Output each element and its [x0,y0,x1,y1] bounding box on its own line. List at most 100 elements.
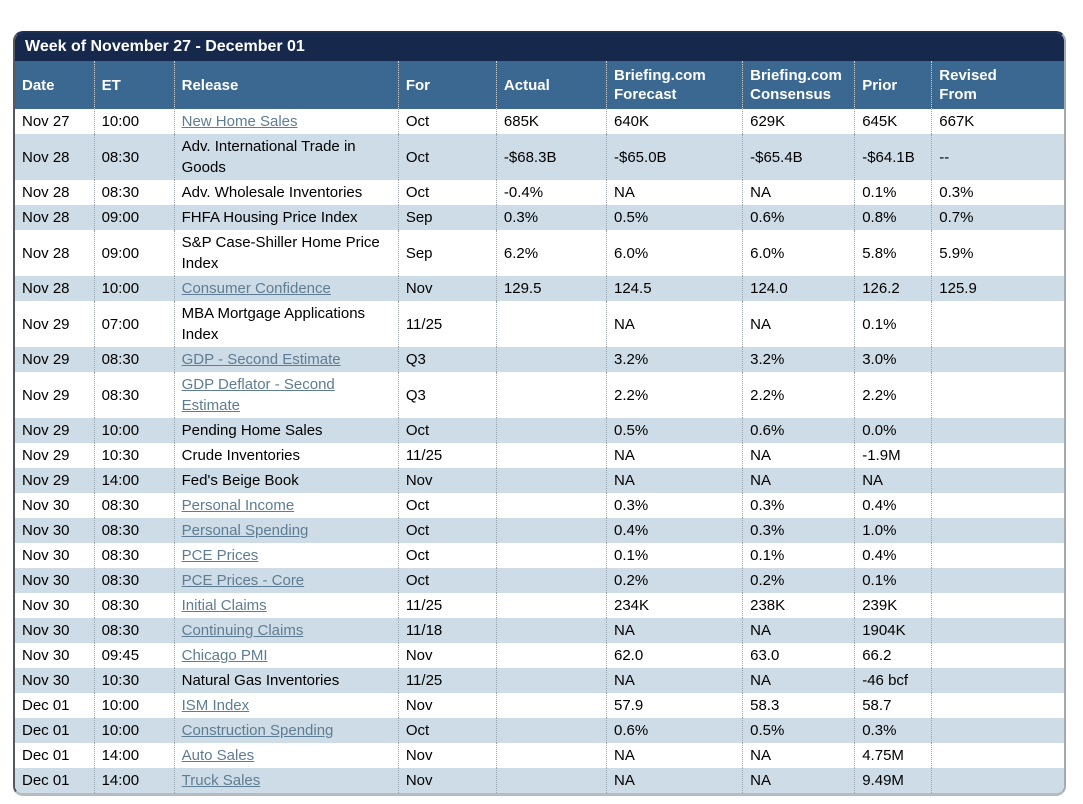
cell-prior: 239K [854,593,932,618]
cell-consensus: 6.0% [742,230,855,276]
release-link[interactable]: GDP - Second Estimate [181,351,341,368]
cell-forecast: NA [605,443,743,468]
column-header-consensus: Briefing.com Consensus [742,61,855,109]
cell-et: 14:00 [93,743,175,768]
cell-release: Continuing Claims [173,618,399,643]
cell-period: Oct [397,718,497,743]
cell-revised [931,743,1064,768]
cell-release: New Home Sales [173,109,399,134]
release-link[interactable]: GDP Deflator - Second Estimate [181,376,335,414]
table-row: Nov 30 08:30 PCE Prices Oct 0.1% 0.1% 0.4% [15,543,1064,568]
cell-revised: 0.7% [931,205,1064,230]
cell-actual [495,372,607,418]
table-row: Nov 29 07:00 MBA Mortgage Applications Ind… [15,301,1064,347]
cell-forecast: 0.4% [605,518,743,543]
cell-et: 10:00 [93,693,175,718]
cell-date: Nov 30 [22,522,70,539]
release-link[interactable]: Truck Sales [181,772,261,789]
cell-release: Construction Spending [173,718,399,743]
cell-release: Pending Home Sales [173,418,399,443]
cell-release: S&P Case-Shiller Home Price Index [173,230,399,276]
cell-date: Nov 29 [22,422,70,439]
cell-date: Nov 30 [22,597,70,614]
cell-revised: 0.3% [931,180,1064,205]
cell-period: 11/25 [397,668,497,693]
cell-consensus: 2.2% [742,372,855,418]
cell-period: 11/25 [397,443,497,468]
cell-revised: 667K [931,109,1064,134]
cell-date: Nov 28 [22,280,70,297]
cell-actual [495,543,607,568]
release-link[interactable]: Consumer Confidence [181,280,331,297]
cell-period: Oct [397,134,497,180]
table-row: Nov 30 08:30 Personal Income Oct 0.3% 0.3% 0.4… [15,493,1064,518]
cell-revised: 125.9 [931,276,1064,301]
cell-et: 10:00 [93,109,175,134]
column-header-date: Date [15,61,95,109]
cell-et: 10:00 [93,276,175,301]
cell-date: Nov 28 [22,209,70,226]
release-link[interactable]: Personal Income [181,497,295,514]
cell-actual [495,668,607,693]
cell-forecast: NA [605,618,743,643]
cell-release: Personal Spending [173,518,399,543]
cell-release: Auto Sales [173,743,399,768]
cell-period: Sep [397,230,497,276]
cell-et: 08:30 [93,134,175,180]
cell-et: 14:00 [93,468,175,493]
release-link[interactable]: Initial Claims [181,597,267,614]
cell-release: Fed's Beige Book [173,468,399,493]
cell-et: 08:30 [93,618,175,643]
cell-prior: 5.8% [854,230,932,276]
release-link[interactable]: PCE Prices - Core [181,572,305,589]
cell-revised [931,468,1064,493]
cell-forecast: 62.0 [605,643,743,668]
cell-period: Oct [397,568,497,593]
cell-et: 09:00 [93,205,175,230]
cell-date: Dec 01 [22,772,70,789]
cell-forecast: NA [605,180,743,205]
release-link[interactable]: ISM Index [181,697,250,714]
release-link[interactable]: New Home Sales [181,113,298,130]
table-row: Dec 01 14:00 Truck Sales Nov NA NA 9.49M [15,768,1064,793]
cell-forecast: NA [605,301,743,347]
cell-actual [495,568,607,593]
table-row: Nov 27 10:00 New Home Sales Oct 685K 640K 629K… [15,109,1064,134]
table-row: Nov 28 09:00 S&P Case-Shiller Home Price I… [15,230,1064,276]
cell-date: Nov 29 [22,447,70,464]
cell-release: Adv. Wholesale Inventories [173,180,399,205]
cell-prior: 126.2 [854,276,932,301]
table-header-row: Date ET Release For Actual Briefing.com Forec… [15,61,1064,109]
cell-release: Natural Gas Inventories [173,668,399,693]
cell-forecast: 3.2% [605,347,743,372]
release-link[interactable]: Construction Spending [181,722,334,739]
calendar-week-title: Week of November 27 - December 01 [15,33,1064,61]
release-link[interactable]: Continuing Claims [181,622,304,639]
release-link[interactable]: Auto Sales [181,747,255,764]
cell-period: Nov [397,743,497,768]
cell-actual [495,693,607,718]
cell-actual [495,768,607,793]
cell-forecast: 124.5 [605,276,743,301]
table-row: Nov 28 09:00 FHFA Housing Price Index Sep 0.… [15,205,1064,230]
cell-revised [931,443,1064,468]
table-row: Dec 01 10:00 ISM Index Nov 57.9 58.3 58.7 [15,693,1064,718]
cell-consensus: 0.5% [742,718,855,743]
cell-date: Nov 27 [22,113,70,130]
cell-actual: 129.5 [495,276,607,301]
cell-prior: 0.8% [854,205,932,230]
cell-forecast: 640K [605,109,743,134]
cell-date: Nov 28 [22,244,70,262]
release-link[interactable]: PCE Prices [181,547,259,564]
cell-prior: 0.0% [854,418,932,443]
release-link[interactable]: Personal Spending [181,522,309,539]
cell-forecast: 2.2% [605,372,743,418]
column-header-period: For [397,61,497,109]
release-link[interactable]: Chicago PMI [181,647,268,664]
cell-prior: 0.4% [854,543,932,568]
cell-forecast: 234K [605,593,743,618]
cell-release: FHFA Housing Price Index [173,205,399,230]
cell-period: Nov [397,693,497,718]
cell-release: GDP Deflator - Second Estimate [173,372,399,418]
cell-date: Nov 30 [22,672,70,689]
